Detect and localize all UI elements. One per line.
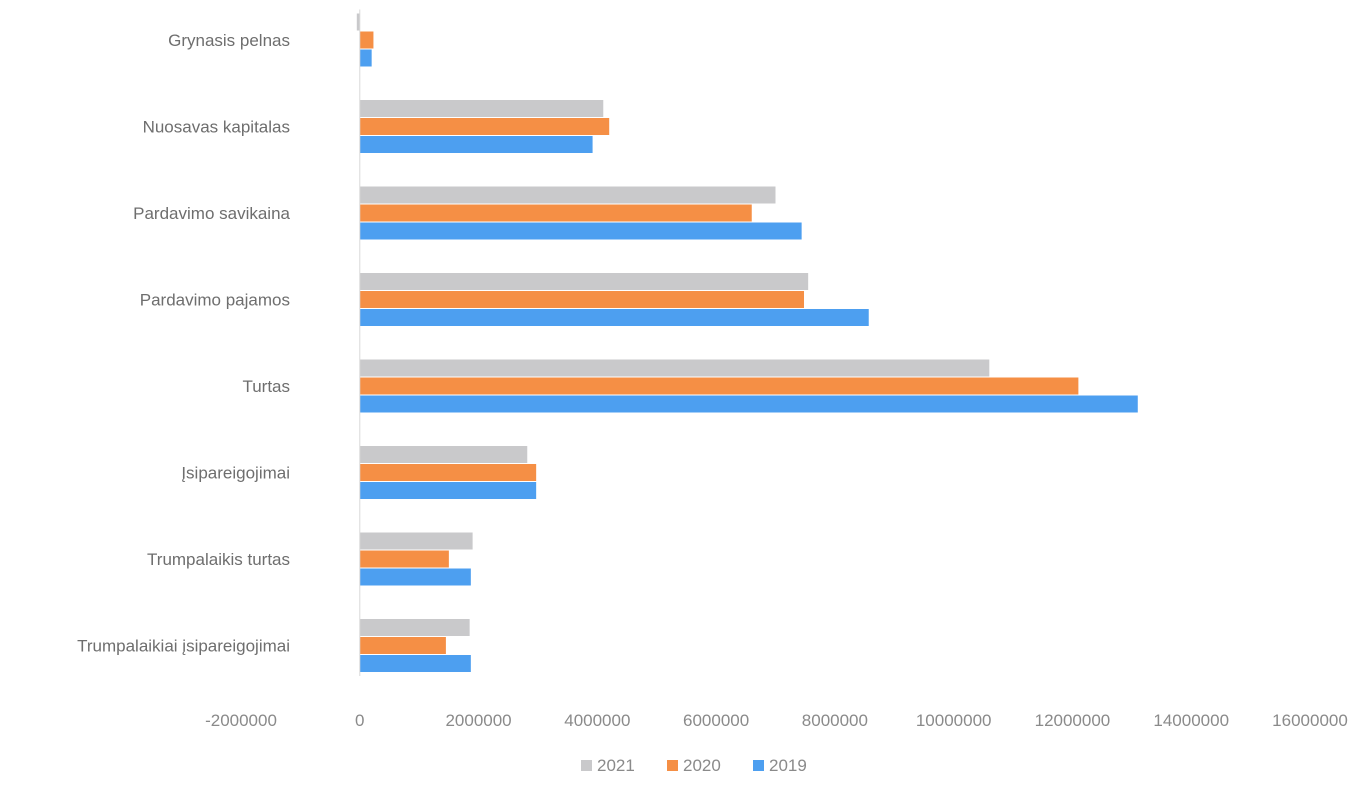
bar-2019 xyxy=(359,655,471,672)
bar-2020 xyxy=(359,550,449,568)
category-label: Turtas xyxy=(242,377,290,396)
legend: 2021 2020 2019 xyxy=(581,756,807,775)
bar-2019 xyxy=(359,568,471,586)
bar-2019 xyxy=(359,482,537,499)
category-labels: Grynasis pelnas Nuosavas kapitalas Pardavi… xyxy=(77,31,290,656)
category-label: Trumpalaikiai įsipareigojimai xyxy=(77,637,290,656)
bar-2019 xyxy=(359,136,593,153)
category-label: Nuosavas kapitalas xyxy=(143,118,290,137)
x-tick-label: 2000000 xyxy=(445,711,511,730)
category-label: Įsipareigojimai xyxy=(181,464,290,483)
x-tick-label: 6000000 xyxy=(683,711,749,730)
bar-2021 xyxy=(359,619,470,636)
bar-2021 xyxy=(359,273,809,290)
category-label: Trumpalaikis turtas xyxy=(147,550,290,569)
x-tick-label: 4000000 xyxy=(564,711,630,730)
legend-swatch-2021 xyxy=(581,760,592,771)
x-tick-label: 12000000 xyxy=(1035,711,1111,730)
bar-2020 xyxy=(359,204,752,222)
x-tick-label: 8000000 xyxy=(802,711,868,730)
bar-2021 xyxy=(359,532,473,550)
bar-2019 xyxy=(359,309,869,326)
x-tick-label: 16000000 xyxy=(1272,711,1348,730)
legend-swatch-2019 xyxy=(753,760,764,771)
bar-2020 xyxy=(359,464,537,481)
category-label: Pardavimo pajamos xyxy=(140,291,290,310)
x-tick-label: 0 xyxy=(355,711,364,730)
legend-label-2020: 2020 xyxy=(683,756,721,775)
bar-2019 xyxy=(359,395,1138,413)
legend-label-2021: 2021 xyxy=(597,756,635,775)
bars xyxy=(356,9,1138,676)
bar-2019 xyxy=(359,222,802,240)
x-axis-ticks: -2000000 0 2000000 4000000 6000000 8000000 100… xyxy=(205,711,1348,730)
bar-2020 xyxy=(359,377,1079,395)
bar-2020 xyxy=(359,118,610,135)
x-tick-label: 14000000 xyxy=(1153,711,1229,730)
category-label: Pardavimo savikaina xyxy=(133,204,290,223)
bar-2020 xyxy=(359,637,446,654)
x-tick-label: -2000000 xyxy=(205,711,277,730)
legend-swatch-2020 xyxy=(667,760,678,771)
bar-2021 xyxy=(359,446,528,463)
bar-2019 xyxy=(359,49,372,67)
bar-2021 xyxy=(359,186,776,204)
bar-2021 xyxy=(359,100,604,117)
category-label: Grynasis pelnas xyxy=(168,31,290,50)
bar-2021 xyxy=(359,359,990,377)
x-tick-label: 10000000 xyxy=(916,711,992,730)
bar-2020 xyxy=(359,291,805,308)
legend-label-2019: 2019 xyxy=(769,756,807,775)
bar-2021 xyxy=(356,13,360,31)
bar-2020 xyxy=(359,31,374,49)
